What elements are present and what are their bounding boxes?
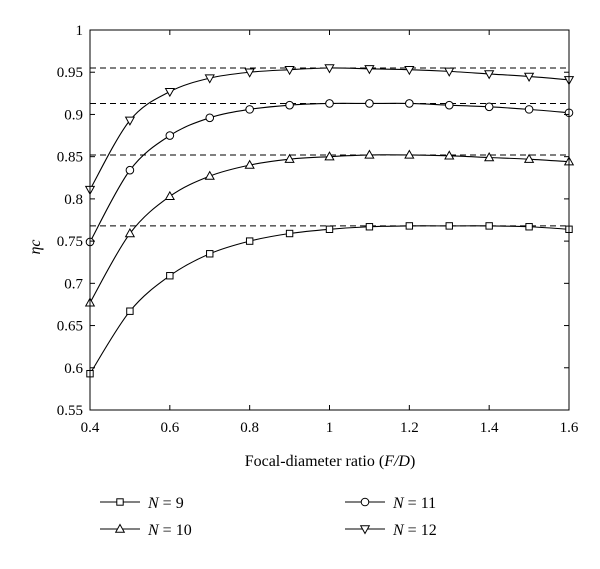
x-tick-label: 0.8	[240, 420, 259, 436]
y-tick-label: 0.65	[57, 319, 83, 335]
data-point	[365, 99, 374, 108]
legend-item: N = 9	[100, 495, 184, 512]
y-axis-label: ηc	[27, 239, 44, 254]
data-point	[166, 272, 174, 280]
data-point	[484, 102, 494, 112]
x-axis: 0.4 0.6 0.8 1 1.2 1.4 1.6	[81, 30, 579, 436]
y-tick-label: 0.95	[57, 65, 83, 81]
plot-frame	[89, 29, 570, 411]
data-point	[324, 151, 335, 161]
x-tick-label: 1.6	[560, 420, 579, 436]
data-point	[325, 99, 334, 108]
x-tick-label: 0.4	[81, 420, 100, 436]
legend-marker	[114, 523, 126, 533]
x-tick-label: 0.6	[160, 420, 179, 436]
data-point	[325, 225, 334, 233]
y-axis: 0.55 0.6 0.65 0.7 0.75 0.8 0.85 0.9 0.95 1	[57, 23, 569, 419]
data-point	[485, 222, 493, 230]
x-tick-label: 1.4	[480, 420, 499, 436]
data-point	[444, 100, 454, 110]
legend-label: N = 11	[392, 495, 436, 512]
data-point	[444, 67, 455, 77]
data-point	[285, 229, 294, 238]
data-point	[484, 70, 495, 80]
legend-label: N = 10	[147, 522, 192, 539]
data-point	[204, 74, 215, 84]
legend-marker	[116, 498, 124, 506]
data-point	[284, 65, 295, 76]
y-tick-label: 0.6	[64, 361, 83, 377]
y-tick-label: 0.75	[57, 234, 83, 250]
data-point	[405, 99, 414, 108]
data-point	[124, 116, 136, 126]
y-tick-label: 0.9	[64, 107, 83, 123]
data-point	[404, 149, 415, 159]
data-point	[244, 159, 255, 169]
data-point	[124, 227, 136, 238]
data-point	[324, 64, 335, 74]
legend-label: N = 12	[392, 522, 437, 539]
data-point	[244, 68, 255, 78]
series-square	[86, 222, 573, 378]
data-point	[285, 100, 294, 110]
data-point	[405, 222, 414, 230]
data-point	[524, 105, 534, 114]
data-point	[164, 87, 175, 98]
series-line	[89, 102, 570, 243]
y-tick-label: 0.7	[64, 276, 83, 292]
data-point	[404, 65, 415, 76]
x-axis-label: Focal-diameter ratio (F/D)	[245, 453, 416, 470]
series-line	[89, 67, 570, 190]
data-point	[523, 153, 535, 163]
y-tick-label: 0.8	[64, 192, 83, 208]
data-point	[365, 223, 374, 231]
legend: N = 9 N = 10 N = 11 N = 12	[100, 495, 437, 539]
data-point	[204, 170, 215, 180]
x-tick-label: 1	[326, 420, 334, 436]
y-tick-label: 1	[76, 23, 84, 39]
series-triangle-up	[84, 149, 575, 307]
y-tick-label: 0.85	[57, 150, 83, 166]
data-point	[445, 222, 453, 230]
series-line	[89, 225, 570, 374]
series-group	[84, 64, 575, 378]
data-point	[165, 131, 175, 140]
legend-item: N = 12	[345, 522, 437, 539]
y-tick-label: 0.55	[57, 403, 83, 419]
legend-item: N = 11	[345, 495, 436, 512]
legend-label: N = 9	[147, 495, 184, 512]
data-point	[205, 113, 215, 123]
data-point	[164, 190, 175, 201]
data-point	[523, 72, 535, 82]
data-point	[245, 105, 254, 114]
data-point	[525, 223, 533, 231]
data-point	[484, 151, 495, 162]
data-point	[284, 153, 295, 163]
data-point	[206, 250, 214, 258]
legend-item: N = 10	[100, 522, 192, 539]
data-point	[444, 150, 455, 160]
legend-marker	[359, 525, 371, 535]
data-point	[364, 149, 375, 159]
data-point	[245, 237, 254, 245]
data-point	[126, 307, 134, 315]
series-circle	[85, 99, 574, 247]
data-point	[125, 165, 135, 175]
series-triangle-down	[84, 64, 575, 196]
data-point	[364, 65, 375, 75]
legend-marker	[360, 497, 370, 507]
x-tick-label: 1.2	[400, 420, 419, 436]
